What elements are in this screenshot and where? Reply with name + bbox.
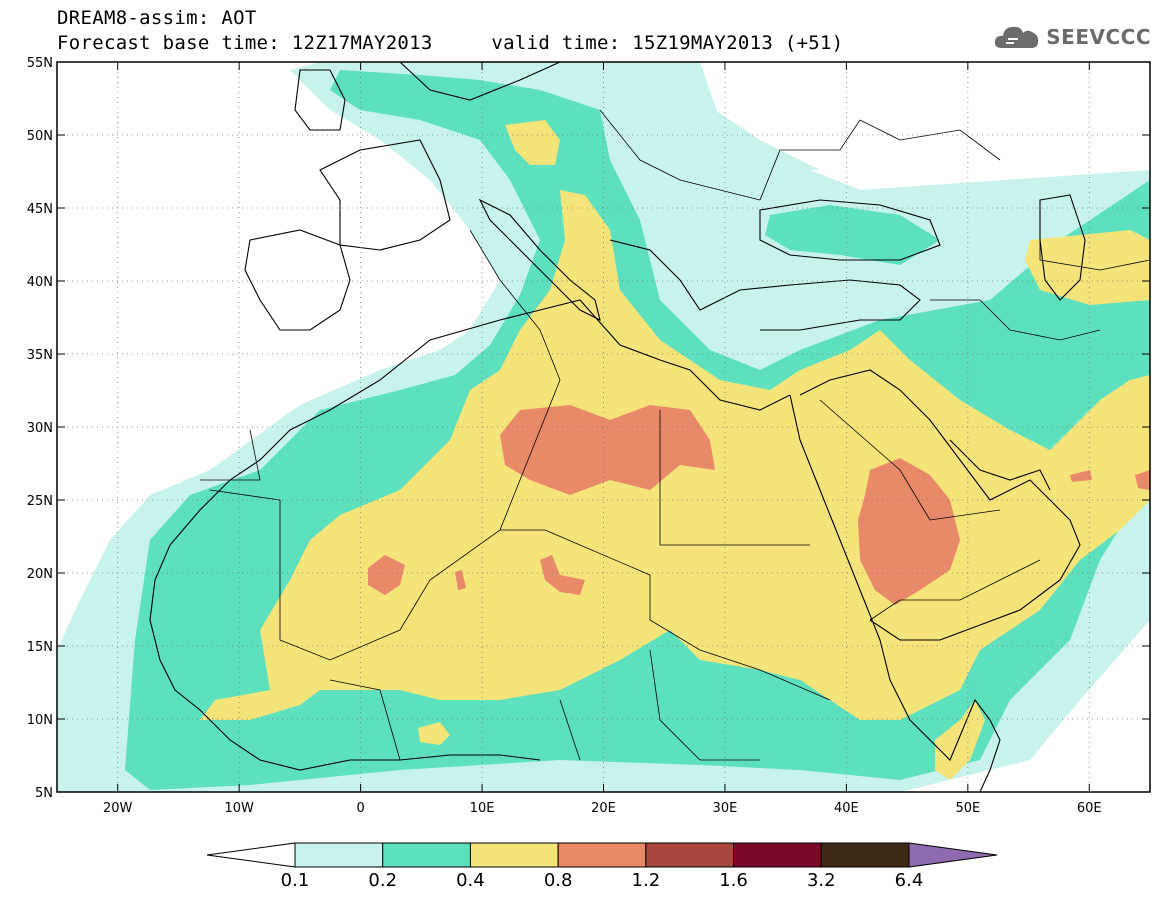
lat-tick-label: 5N [35,786,53,801]
lon-tick-label: 10E [470,801,495,816]
border-5 [209,489,281,501]
coast-greece-turkey [609,239,921,331]
lat-tick-label: 25N [27,494,53,509]
lon-tick-label: 60E [1077,801,1102,816]
coast-east-africa [979,719,1001,792]
base-time-label: Forecast base time: 12Z17MAY2013 [57,32,433,54]
colorbar-box [557,842,647,868]
lat-tick-label: 50N [27,129,53,144]
coast-north-africa [464,299,791,411]
border-1 [469,229,561,531]
lon-tick-label: 10W [224,801,254,816]
lat-tick-label: 10N [27,713,53,728]
lat-tick-label: 45N [27,202,53,217]
border-12 [1039,200,1150,271]
colorbar-label: 1.6 [719,870,748,891]
colorbar-label: 3.2 [807,870,836,891]
colorbar-label: 6.4 [895,870,924,891]
coast-west-africa [149,329,541,771]
coast-red-sea [789,394,991,761]
coast-arabia [799,369,1081,641]
map-gridlines [57,62,1150,792]
logo-text: SEEVCCC [1046,25,1151,49]
colorbar-triangle-high [908,842,998,868]
border-8 [869,559,1041,621]
border-13 [329,679,401,761]
aot-contour-0.8-libya [500,405,715,495]
colorbar-label: 1.2 [632,870,661,891]
coast-france [319,139,451,251]
time-info: Forecast base time: 12Z17MAY2013 valid t… [57,33,844,53]
lat-tick-label: 40N [27,275,53,290]
aot-contour-0.4-lake [418,722,450,745]
aot-contour-0.2-blacksea [765,205,940,265]
border-9 [599,109,761,201]
coast-gulf [949,439,1051,491]
lat-tick-label: 15N [27,640,53,655]
aot-contour-0.4-alps [505,120,560,165]
seevccc-logo: SEEVCCC [994,24,1151,50]
colorbar-label: 0.4 [456,870,485,891]
colorbar-triangle-low [206,842,296,868]
colorbar-box [294,842,384,868]
colorbar [206,842,998,868]
border-7 [819,399,1001,521]
latitude-labels: 55N 50N 45N 40N 35N 30N 25N 20N 15N 10N 5N [27,56,53,801]
map-ticks [57,61,1150,793]
aot-contour-0.4-caspian [1025,230,1150,305]
lon-tick-label: 50E [955,801,980,816]
borders [200,109,1150,761]
colorbar-label: 0.2 [368,870,397,891]
lat-tick-label: 20N [27,567,53,582]
coast-black-sea [759,199,941,261]
colorbar-box [382,842,471,868]
aot-contour-0.8-small1 [455,570,466,590]
border-11 [930,299,1101,341]
border-6 [200,429,261,481]
colorbar-box [733,842,822,868]
aot-contour-0.8-small3 [1135,470,1150,490]
coast-caspian [1039,194,1086,301]
border-14 [559,699,581,761]
colorbar-label: 0.1 [281,870,310,891]
map-title: DREAM8-assim: AOT [57,7,257,29]
coast-italy [478,198,601,322]
aot-contour-0.1-north [600,62,820,170]
lon-tick-label: 20E [591,801,616,816]
colorbar-label: 0.8 [544,870,573,891]
lon-tick-label: 0 [356,801,364,816]
colorbar-labels: 0.1 0.2 0.4 0.8 1.2 1.6 3.2 6.4 [281,870,924,891]
aot-contour-0.4-somalia [935,700,985,780]
coast-baltic [399,62,561,101]
lon-tick-label: 30E [713,801,738,816]
colorbar-box [469,842,559,868]
lat-tick-label: 55N [27,56,53,71]
lat-tick-label: 35N [27,348,53,363]
cloud-icon [995,26,1039,48]
coast-britain [294,69,346,131]
border-3 [279,500,545,661]
lat-tick-label: 30N [27,421,53,436]
longitude-labels: 20W 10W 0 10E 20E 30E 40E 50E 60E [103,801,1102,816]
lon-tick-label: 20W [103,801,133,816]
coast-iberia [244,229,351,331]
border-4 [544,529,831,701]
aot-contour-0.8-arabia [858,458,960,605]
aot-contour-0.8-sahel1 [368,555,405,595]
aot-contour-0.8-small2 [1070,470,1092,482]
lon-tick-label: 40E [834,801,859,816]
coastlines [149,62,1086,792]
colorbar-box [820,842,910,868]
valid-time-label: valid time: 15Z19MAY2013 (+51) [491,32,844,54]
border-2 [659,410,810,546]
colorbar-box [645,842,735,868]
aot-contour-0.8-sahel2 [540,555,585,595]
border-10 [759,119,1001,201]
border-15 [649,649,760,761]
